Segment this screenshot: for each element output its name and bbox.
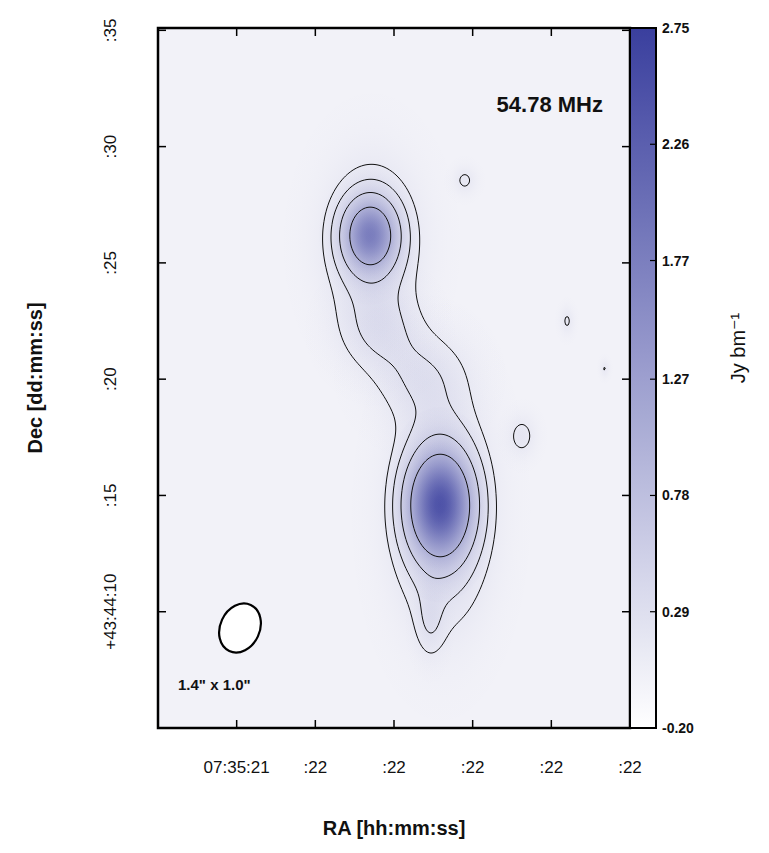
colorbar [630, 28, 656, 728]
x-tick-label: :22 [304, 758, 328, 777]
colorbar-tick-label: 2.75 [662, 20, 689, 36]
y-tick [158, 378, 166, 380]
y-tick [158, 495, 166, 497]
x-tick-label: :22 [618, 758, 642, 777]
colorbar-tick [650, 379, 656, 380]
y-tick-label: :35 [101, 19, 120, 43]
colorbar-tick-label: 0.29 [662, 604, 689, 620]
x-tick-label: 07:35:21 [204, 758, 270, 777]
x-tick [315, 28, 317, 36]
x-tick [551, 28, 553, 36]
y-tick [622, 378, 630, 380]
y-tick [622, 146, 630, 148]
x-tick [393, 720, 395, 728]
map-background [158, 28, 630, 728]
x-tick [472, 28, 474, 36]
y-tick [158, 262, 166, 264]
colorbar-tick-label: -0.20 [662, 720, 694, 736]
y-tick-label: :20 [101, 367, 120, 391]
y-tick [158, 30, 166, 32]
x-tick [472, 720, 474, 728]
contour [340, 193, 480, 579]
figure: 07:35:21 :22 :22 :22 :22 :22 +43:44:10 :15 :20 :2… [0, 0, 769, 853]
colorbar-tick [650, 144, 656, 145]
colorbar-tick-label: 0.78 [662, 487, 689, 503]
colorbar-tick [650, 611, 656, 612]
x-tick [236, 720, 238, 728]
colorbar-tick-label: 2.26 [662, 136, 689, 152]
x-tick [393, 28, 395, 36]
colorbar-tick [650, 260, 656, 261]
source-component [494, 394, 551, 478]
colorbar-tick [650, 27, 656, 28]
source-component [441, 152, 488, 208]
colorbar-tick [650, 727, 656, 728]
x-axis-title: RA [hh:mm:ss] [323, 817, 466, 839]
colorbar-tick-label: 1.77 [662, 253, 689, 269]
frequency-label: 54.78 MHz [497, 92, 603, 117]
plot-frame [158, 28, 630, 728]
beam [211, 597, 268, 660]
x-tick [551, 720, 553, 728]
colorbar-title: Jy bm⁻¹ [727, 312, 749, 383]
y-tick [158, 611, 166, 613]
y-tick [622, 611, 630, 613]
source-component [553, 293, 581, 349]
x-tick-label: :22 [540, 758, 564, 777]
x-tick [315, 720, 317, 728]
contour [331, 179, 488, 633]
y-tick-label: :30 [101, 135, 120, 159]
x-tick-label: :22 [461, 758, 485, 777]
x-tick [236, 28, 238, 36]
map [282, 91, 614, 721]
beam-label: 1.4" x 1.0" [178, 676, 251, 693]
source-component [402, 551, 459, 691]
colorbar-tick-label: 1.27 [662, 371, 689, 387]
contour [323, 164, 606, 653]
y-axis-title: Dec [dd:mm:ss] [24, 302, 46, 453]
y-tick [158, 146, 166, 148]
y-tick [622, 495, 630, 497]
y-tick-label: +43:44:10 [101, 574, 120, 650]
y-tick-label: :25 [101, 251, 120, 275]
y-tick-label: :15 [101, 484, 120, 508]
x-tick-label: :22 [382, 758, 406, 777]
y-tick [622, 262, 630, 264]
colorbar-tick [650, 495, 656, 496]
y-tick [622, 30, 630, 32]
source-component [326, 286, 515, 467]
contour [350, 207, 470, 557]
